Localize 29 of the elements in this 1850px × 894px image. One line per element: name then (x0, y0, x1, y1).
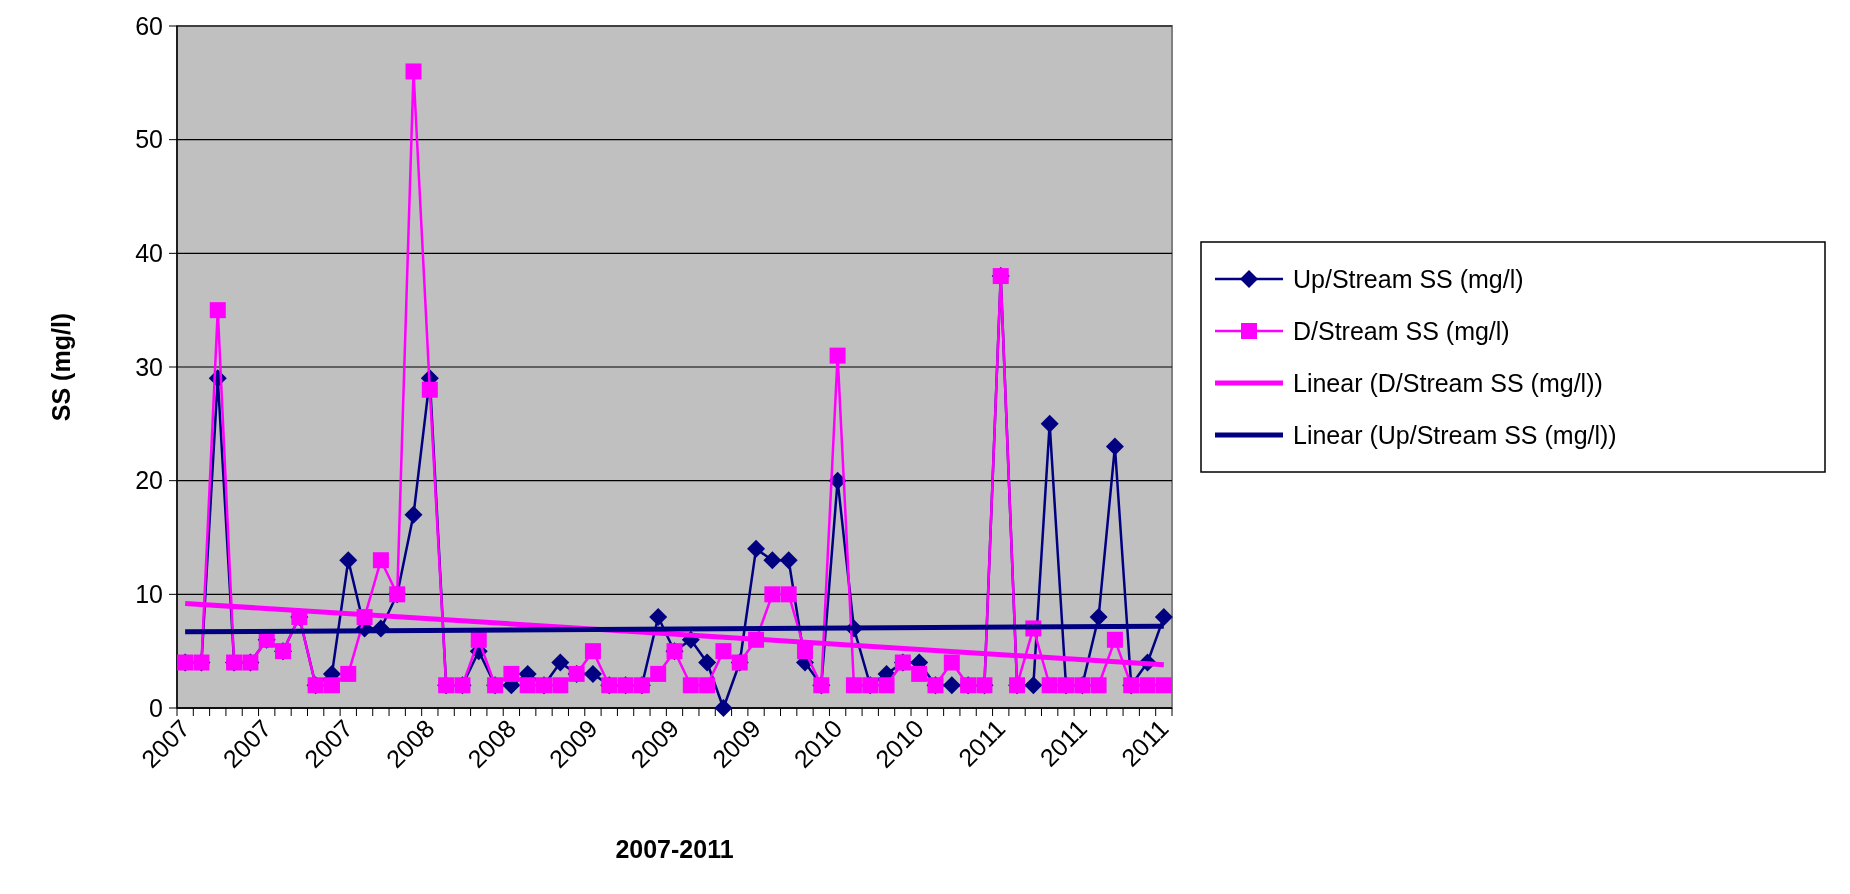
point (404, 505, 423, 524)
point (747, 539, 766, 558)
legend-label: Linear (D/Stream SS (mg/l)) (1293, 368, 1603, 397)
legend-label: Up/Stream SS (mg/l) (1293, 264, 1524, 293)
y-tick-label: 60 (135, 11, 163, 40)
y-tick-label: 0 (149, 693, 163, 722)
point (763, 551, 782, 570)
y-tick-label: 50 (135, 125, 163, 154)
point (1154, 608, 1173, 627)
point (1105, 437, 1124, 456)
point (942, 676, 961, 695)
point (698, 653, 717, 672)
y-tick-label: 20 (135, 466, 163, 495)
y-tick-label: 40 (135, 239, 163, 268)
point (583, 664, 602, 683)
y-tick-label: 30 (135, 352, 163, 381)
point (339, 551, 358, 570)
point (649, 608, 668, 627)
point (1024, 676, 1043, 695)
y-axis-title: SS (mg/l) (47, 312, 75, 422)
x-axis-title: 2007-2011 (615, 835, 734, 863)
point (779, 551, 798, 570)
legend-label: Linear (Up/Stream SS (mg/l)) (1293, 420, 1617, 449)
point (1040, 414, 1059, 433)
point (551, 653, 570, 672)
point (1089, 608, 1108, 627)
legend-label: D/Stream SS (mg/l) (1293, 316, 1510, 345)
y-tick-label: 10 (135, 580, 163, 609)
point (714, 699, 733, 717)
